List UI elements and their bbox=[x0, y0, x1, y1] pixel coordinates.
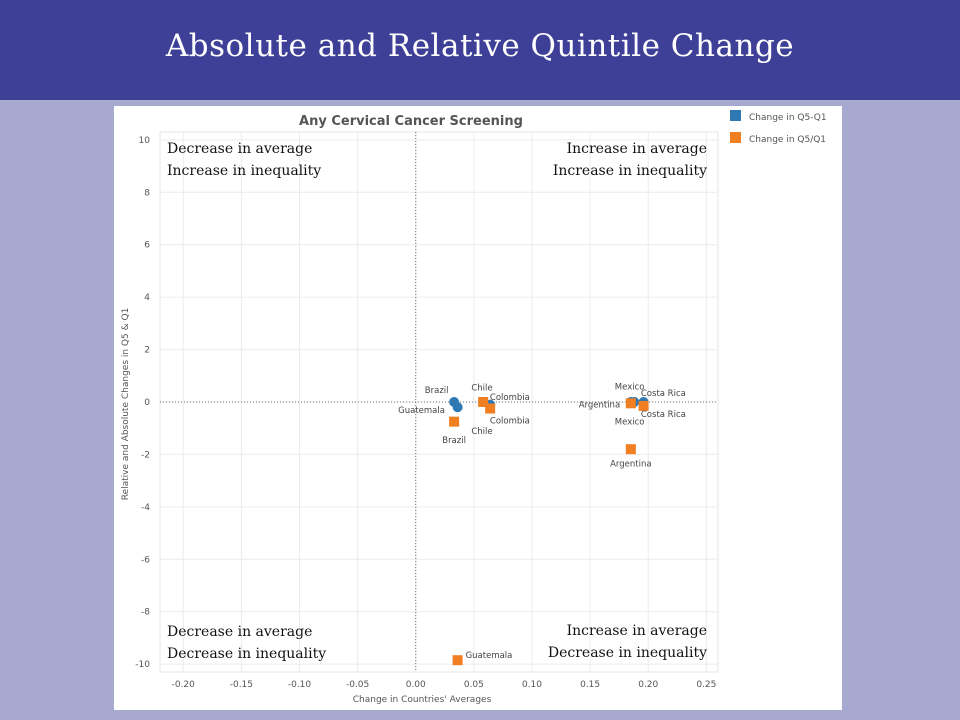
y-tick-label: 8 bbox=[144, 188, 150, 198]
data-label: Guatemala bbox=[398, 406, 445, 416]
quadrant-bottom-right-line2: Decrease in inequality bbox=[548, 645, 707, 661]
chart-title: Any Cervical Cancer Screening bbox=[299, 114, 523, 129]
data-point-q5-over-q1 bbox=[638, 400, 649, 411]
data-label: Brazil bbox=[442, 436, 466, 446]
quadrant-bottom-left-line1: Decrease in average bbox=[167, 624, 312, 640]
data-label: Mexico bbox=[615, 418, 645, 428]
data-label: Costa Rica bbox=[641, 410, 686, 420]
quadrant-top-right-line1: Increase in average bbox=[567, 141, 707, 157]
scatter-chart: Any Cervical Cancer Screening -0.20 -0.15… bbox=[121, 110, 827, 705]
quadrant-top-left-line2: Increase in inequality bbox=[167, 163, 321, 179]
data-label: Brazil bbox=[425, 386, 449, 396]
legend-swatch-q5-over-q1 bbox=[730, 132, 741, 143]
data-point-q5-over-q1 bbox=[452, 655, 463, 666]
data-label: Colombia bbox=[490, 393, 530, 403]
data-point-q5-over-q1 bbox=[625, 398, 636, 409]
data-label: Chile bbox=[471, 384, 492, 394]
points-layer bbox=[449, 397, 649, 666]
x-tick-label: -0.15 bbox=[230, 680, 253, 690]
legend-label-q5-over-q1: Change in Q5/Q1 bbox=[749, 135, 826, 145]
x-tick-label: -0.10 bbox=[288, 680, 312, 690]
data-label: Chile bbox=[471, 427, 492, 437]
legend-label-q5-minus-q1: Change in Q5-Q1 bbox=[749, 113, 827, 123]
x-axis-label: Change in Countries' Averages bbox=[353, 695, 492, 705]
header-bar bbox=[0, 0, 960, 100]
point-labels-layer: BrazilGuatemalaBrazilChileChileColombiaC… bbox=[398, 382, 686, 661]
legend-swatch-q5-minus-q1 bbox=[730, 110, 741, 121]
data-point-q5-minus-q1 bbox=[452, 402, 463, 413]
x-tick-label: 0.25 bbox=[696, 680, 716, 690]
axis-layer: -0.20 -0.15 -0.10 -0.05 0.00 0.05 0.10 0.15 0.20… bbox=[135, 132, 718, 690]
quadrant-bottom-right-line1: Increase in average bbox=[567, 623, 707, 639]
x-tick-label: -0.05 bbox=[346, 680, 369, 690]
y-tick-label: -10 bbox=[135, 660, 150, 670]
x-tick-label: 0.10 bbox=[522, 680, 542, 690]
y-tick-label: 10 bbox=[139, 136, 151, 146]
x-tick-label: 0.20 bbox=[638, 680, 658, 690]
x-tick-label: 0.15 bbox=[580, 680, 600, 690]
y-tick-label: 4 bbox=[144, 293, 150, 303]
y-tick-label: -4 bbox=[141, 503, 150, 513]
data-label: Colombia bbox=[490, 416, 530, 426]
data-label: Costa Rica bbox=[641, 389, 686, 399]
y-tick-label: -8 bbox=[141, 608, 150, 618]
data-label: Argentina bbox=[579, 401, 620, 411]
chart-panel: Any Cervical Cancer Screening -0.20 -0.15… bbox=[114, 106, 842, 710]
data-point-q5-over-q1 bbox=[449, 416, 460, 427]
quadrant-bottom-left-line2: Decrease in inequality bbox=[167, 646, 326, 662]
x-tick-label: 0.00 bbox=[406, 680, 426, 690]
quadrant-top-left-line1: Decrease in average bbox=[167, 141, 312, 157]
legend: Change in Q5-Q1 Change in Q5/Q1 bbox=[730, 110, 827, 145]
data-point-q5-over-q1 bbox=[485, 403, 496, 414]
data-point-q5-over-q1 bbox=[478, 397, 489, 407]
y-tick-label: 6 bbox=[144, 241, 150, 251]
x-tick-label: -0.20 bbox=[172, 680, 196, 690]
y-tick-label: -6 bbox=[141, 555, 150, 565]
y-tick-label: -2 bbox=[141, 450, 150, 460]
data-point-q5-over-q1 bbox=[625, 444, 636, 455]
data-label: Argentina bbox=[610, 460, 651, 470]
x-tick-label: 0.05 bbox=[464, 680, 484, 690]
data-label: Mexico bbox=[615, 382, 645, 392]
y-axis-label: Relative and Absolute Changes in Q5 & Q1 bbox=[121, 308, 131, 501]
quadrant-top-right-line2: Increase in inequality bbox=[553, 163, 707, 179]
y-tick-label: 2 bbox=[144, 346, 150, 356]
slide-title: Absolute and Relative Quintile Change bbox=[165, 28, 795, 64]
y-tick-label: 0 bbox=[144, 398, 150, 408]
data-label: Guatemala bbox=[466, 651, 513, 661]
